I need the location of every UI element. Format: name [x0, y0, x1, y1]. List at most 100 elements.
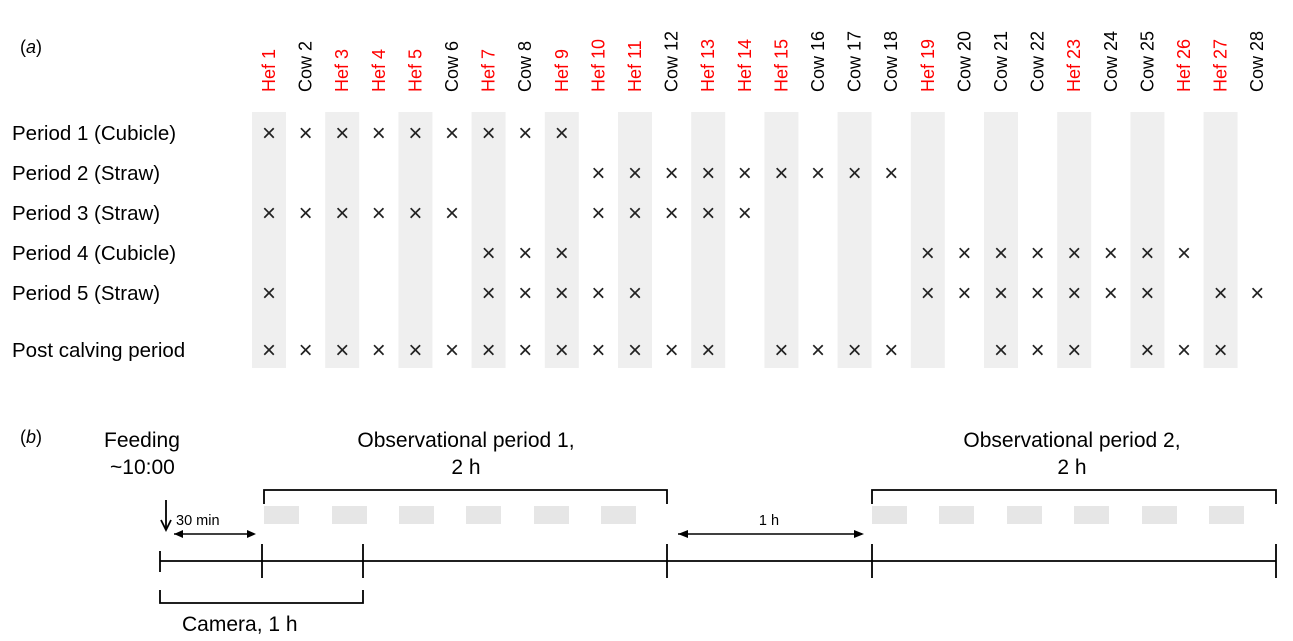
obs-period-1-label-line1: Observational period 1, [357, 429, 574, 452]
panel-b-paren-close: ) [36, 427, 42, 447]
participation-mark: × [482, 240, 496, 267]
sampling-segment [264, 506, 299, 524]
panel-a-paren-open: ( [20, 37, 26, 57]
shaded-column [252, 112, 286, 368]
participation-mark: × [591, 337, 605, 364]
animal-label: Hef 5 [405, 49, 425, 92]
participation-mark: × [957, 240, 971, 267]
animal-label: Hef 15 [771, 39, 791, 92]
participation-mark: × [994, 280, 1008, 307]
offset-30min-arrow-head-left [174, 530, 183, 538]
participation-mark: × [408, 337, 422, 364]
period-row-label: Period 1 (Cubicle) [12, 122, 176, 145]
participation-mark: × [1104, 240, 1118, 267]
participation-mark: × [994, 337, 1008, 364]
feeding-label-line2: ~10:00 [110, 456, 175, 479]
participation-mark: × [1250, 280, 1264, 307]
animal-label: Cow 21 [991, 31, 1011, 92]
animal-label: Cow 22 [1028, 31, 1048, 92]
animal-label: Hef 7 [479, 49, 499, 92]
participation-mark: × [482, 337, 496, 364]
obs-period-2-label-line1: Observational period 2, [963, 429, 1180, 452]
participation-mark: × [445, 337, 459, 364]
gap-1h-arrow-head-right [854, 530, 864, 538]
timeline-ticks [159, 544, 1277, 578]
participation-mark: × [628, 200, 642, 227]
panel-a: (a) Hef 1 Cow 2 Hef 3 Hef 4 Hef 5 Cow 6 Hef 7 C… [12, 31, 1267, 368]
participation-mark: × [701, 160, 715, 187]
participation-mark: × [591, 200, 605, 227]
participation-mark: × [701, 200, 715, 227]
animal-label: Hef 3 [332, 49, 352, 92]
gap-1h-label: 1 h [759, 513, 779, 529]
participation-mark: × [628, 280, 642, 307]
participation-mark: × [445, 200, 459, 227]
participation-mark: × [262, 120, 276, 147]
sampling-segment [332, 506, 367, 524]
feeding-label-line1: Feeding [104, 429, 180, 452]
animal-label: Hef 13 [698, 39, 718, 92]
participation-mark: × [262, 200, 276, 227]
gap-1h-arrow-head-left [678, 530, 688, 538]
participation-mark: × [1104, 280, 1118, 307]
sampling-segment [601, 506, 636, 524]
participation-mark: × [848, 337, 862, 364]
participation-mark: × [408, 200, 422, 227]
shaded-column [764, 112, 799, 368]
participation-mark: × [1214, 280, 1228, 307]
shaded-column [837, 112, 872, 368]
sampling-segment [1142, 506, 1177, 524]
participation-mark: × [1031, 337, 1045, 364]
panel-b-letter: b [26, 427, 36, 447]
shaded-column [544, 112, 579, 368]
panel-a-paren-close: ) [36, 37, 42, 57]
participation-mark: × [335, 337, 349, 364]
sampling-segment [399, 506, 434, 524]
obs-period-1-label-line2: 2 h [451, 456, 480, 479]
obs-period-1-bracket [263, 489, 668, 504]
participation-mark: × [994, 240, 1008, 267]
participation-mark: × [555, 120, 569, 147]
animal-label: Hef 14 [735, 39, 755, 92]
participation-mark: × [1140, 337, 1154, 364]
period-row-label: Period 5 (Straw) [12, 282, 160, 305]
participation-mark: × [1177, 240, 1191, 267]
participation-mark: × [445, 120, 459, 147]
panel-a-letter: a [26, 37, 36, 57]
participation-mark: × [1177, 337, 1191, 364]
participation-mark: × [957, 280, 971, 307]
animal-label: Cow 18 [881, 31, 901, 92]
sampling-segments [264, 506, 1244, 524]
shaded-column [984, 112, 1018, 368]
participation-mark: × [262, 337, 276, 364]
animal-label: Cow 28 [1247, 31, 1267, 92]
period-row-label: Post calving period [12, 339, 185, 362]
animal-label: Cow 8 [515, 41, 535, 92]
animal-label: Cow 6 [442, 41, 462, 92]
participation-mark: × [665, 200, 679, 227]
participation-mark: × [555, 240, 569, 267]
participation-mark: × [299, 120, 313, 147]
shaded-column [618, 112, 652, 368]
participation-mark: × [518, 337, 532, 364]
panel-b: (b) Feeding ~10:00 Observational period … [20, 427, 1277, 636]
participation-mark: × [665, 337, 679, 364]
animal-label: Cow 2 [296, 41, 316, 92]
participation-mark: × [774, 337, 788, 364]
participation-mark: × [299, 337, 313, 364]
participation-mark: × [335, 200, 349, 227]
animal-label: Hef 1 [259, 49, 279, 92]
participation-mark: × [921, 280, 935, 307]
sampling-segment [1209, 506, 1244, 524]
participation-mark: × [518, 120, 532, 147]
participation-mark: × [665, 160, 679, 187]
participation-mark: × [299, 200, 313, 227]
participation-mark: × [848, 160, 862, 187]
participation-mark: × [408, 120, 422, 147]
animal-label: Cow 17 [845, 31, 865, 92]
panel-b-label: (b) [20, 427, 42, 447]
camera-bracket [159, 590, 364, 604]
animal-label: Cow 25 [1137, 31, 1157, 92]
sampling-segment [939, 506, 974, 524]
